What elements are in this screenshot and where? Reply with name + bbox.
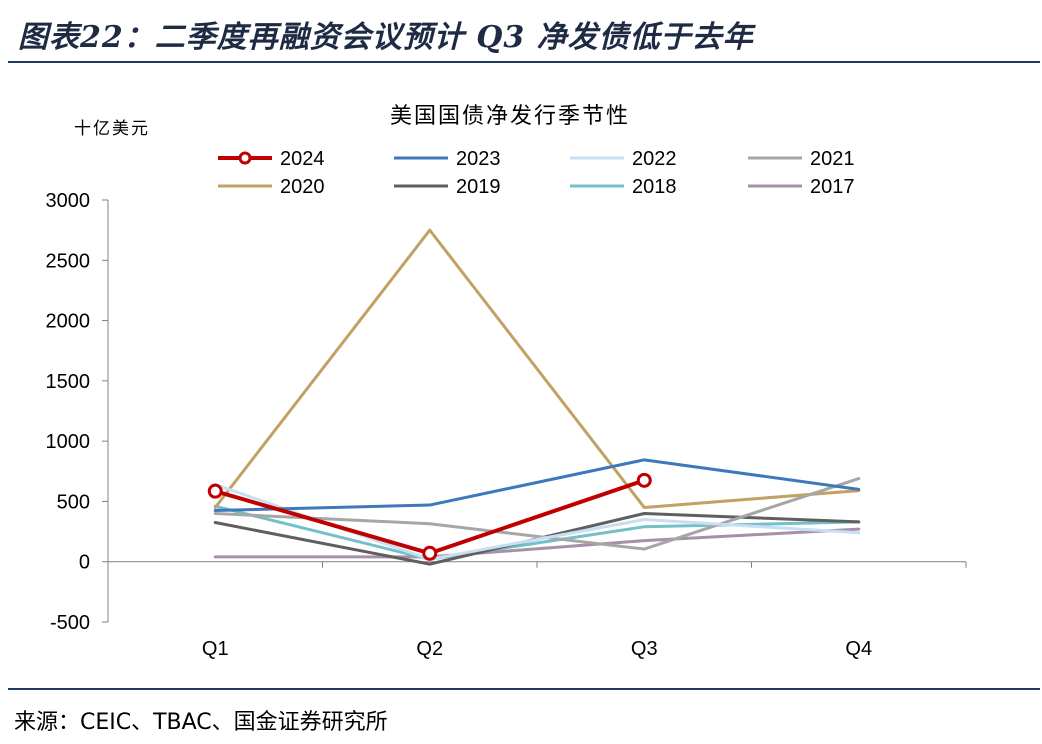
y-tick-label: 3000 bbox=[46, 190, 91, 212]
legend-label-2020: 2020 bbox=[280, 176, 325, 198]
series-point-2024 bbox=[207, 483, 223, 499]
chart-title: 美国国债净发行季节性 bbox=[390, 104, 630, 129]
legend-label-2022: 2022 bbox=[632, 148, 677, 170]
x-tick-label: Q1 bbox=[202, 638, 229, 660]
series-line-2017 bbox=[213, 527, 861, 559]
legend: 2024 2023 2022 2021 2020 2019 2018 2017 bbox=[218, 148, 855, 198]
y-tick-label: 2000 bbox=[46, 311, 91, 333]
legend-label-2018: 2018 bbox=[632, 176, 677, 198]
legend-label-2019: 2019 bbox=[456, 176, 501, 198]
legend-label-2017: 2017 bbox=[810, 176, 855, 198]
y-tick-label: 2500 bbox=[46, 250, 91, 272]
y-tick-label: 500 bbox=[57, 491, 90, 513]
legend-label-2024: 2024 bbox=[280, 148, 325, 170]
axes: -500 0 500 1000 1500 2000 2500 3000 Q1 Q2 Q3 Q4 bbox=[46, 190, 967, 660]
top-rule bbox=[8, 61, 1040, 63]
legend-marker-2024 bbox=[238, 151, 252, 165]
source-note: 来源：CEIC、TBAC、国金证券研究所 bbox=[14, 710, 388, 735]
series-line-2020 bbox=[213, 228, 861, 509]
series-point-2024 bbox=[422, 545, 438, 561]
figure-title: 图表22：二季度再融资会议预计 Q3 净发债低于去年 bbox=[18, 20, 754, 55]
x-tick-label: Q2 bbox=[416, 638, 443, 660]
line-chart: 美国国债净发行季节性 十亿美元 2024 2023 2022 2021 2020 2019… bbox=[46, 104, 967, 660]
y-axis-unit-label: 十亿美元 bbox=[74, 119, 150, 139]
y-tick-label: -500 bbox=[50, 612, 90, 634]
bottom-rule bbox=[8, 688, 1040, 690]
series-line-2021 bbox=[213, 477, 861, 551]
series-layer bbox=[207, 228, 861, 566]
series-point-2024 bbox=[636, 472, 652, 488]
y-tick-label: 1500 bbox=[46, 371, 91, 393]
series-line-2023 bbox=[213, 458, 861, 512]
x-tick-label: Q3 bbox=[631, 638, 658, 660]
legend-label-2023: 2023 bbox=[456, 148, 501, 170]
series-line-2018 bbox=[213, 504, 861, 561]
legend-label-2021: 2021 bbox=[810, 148, 855, 170]
y-tick-label: 0 bbox=[79, 552, 90, 574]
x-tick-label: Q4 bbox=[845, 638, 872, 660]
y-tick-label: 1000 bbox=[46, 431, 91, 453]
